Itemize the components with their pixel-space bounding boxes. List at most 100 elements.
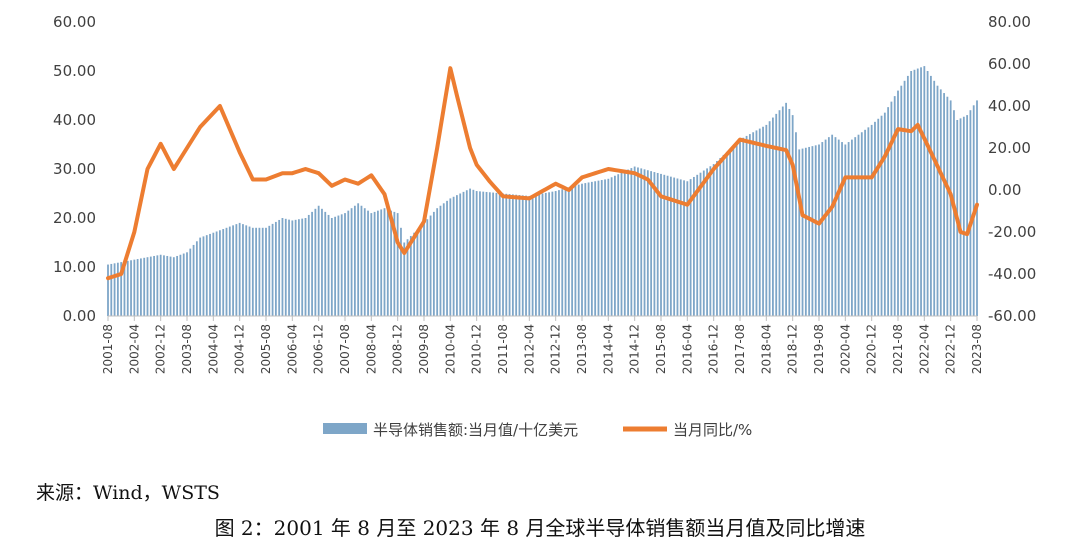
x-axis-tick-label: 2021-08 [891,324,905,374]
sales-bar [781,106,784,316]
sales-bar [535,194,537,316]
sales-bar [452,196,455,316]
sales-bar [459,193,462,316]
x-axis-tick-label: 2015-08 [654,324,668,374]
sales-bar [814,145,817,316]
sales-bar [949,100,952,317]
sales-bar [758,128,761,316]
sales-bar [340,214,343,316]
sales-bar [725,151,728,316]
sales-bar [804,147,807,316]
x-axis-tick-label: 2022-12 [944,324,958,374]
sales-bar [469,188,471,316]
sales-bar [913,69,916,316]
sales-bar [298,219,300,316]
sales-bar [130,260,132,316]
sales-bar [930,75,932,317]
sales-bar [380,209,383,316]
sales-bar [284,218,287,316]
sales-bar [242,224,244,317]
sales-bar [538,194,541,316]
sales-bar [449,198,452,316]
x-axis-tick-label: 2010-04 [443,324,457,374]
sales-bar [646,170,649,316]
sales-bar [633,166,636,316]
sales-bar [274,221,277,316]
x-axis-tick-label: 2019-08 [812,324,826,374]
sales-bar [939,89,942,317]
sales-bar [824,139,827,316]
sales-bar [390,210,392,316]
right-axis-tick-label: 40.00 [988,97,1031,115]
sales-bar [149,256,152,316]
x-axis-tick-label: 2013-08 [575,324,589,374]
sales-bar [630,168,633,316]
sales-bar [676,178,679,316]
sales-bar [893,96,896,316]
sales-bar [235,224,238,317]
sales-bar [265,227,267,316]
x-axis-tick-label: 2014-04 [601,324,615,374]
sales-bar [409,235,412,316]
sales-bar [722,154,725,316]
sales-bar [228,226,231,316]
sales-bar [251,227,254,316]
legend-line-label: 当月同比/% [673,421,752,439]
legend-bar-swatch [323,423,367,434]
sales-bar [745,135,748,316]
sales-bar [205,235,208,316]
sales-bar [363,208,366,316]
x-axis-tick-label: 2006-12 [312,324,326,374]
sales-bar [146,257,149,316]
sales-bar [762,126,764,317]
sales-bar [874,121,876,316]
sales-bar [238,222,241,316]
legend-bar-label: 半导体销售额:当月值/十亿美元 [373,421,578,439]
sales-bar [508,194,511,316]
sales-bar [525,195,527,316]
left-axis-tick-label: 60.00 [53,13,96,31]
sales-bar [518,195,521,316]
sales-bar [916,68,919,316]
sales-bar [906,75,909,317]
sales-bar [791,115,794,316]
sales-bar [367,210,369,316]
sales-bar [561,189,564,316]
sales-bar [637,167,639,316]
sales-bar [400,227,402,316]
sales-bar [327,214,330,316]
sales-bar [699,172,702,316]
sales-bar [321,208,323,316]
right-axis-tick-label: -20.00 [988,223,1036,241]
sales-bar [597,180,600,316]
sales-bar [192,244,195,316]
sales-bar [472,189,475,316]
sales-bar [291,220,294,316]
right-axis-tick-label: 0.00 [988,181,1021,199]
x-axis-tick-label: 2011-08 [496,324,510,374]
x-axis-tick-label: 2012-12 [549,324,563,374]
sales-bar [847,142,850,316]
sales-bar [140,258,142,316]
sales-bar [304,218,307,316]
sales-bar [393,211,396,317]
source-note: 来源：Wind，WSTS [36,482,220,504]
sales-bar [903,80,906,316]
sales-bar [166,255,169,316]
sales-bar [837,139,840,316]
sales-bar [462,191,465,316]
sales-bar [110,263,113,316]
sales-bar [416,229,419,316]
sales-bar [245,225,248,316]
sales-bar [317,205,320,316]
sales-bar [772,117,774,316]
sales-bar [742,137,745,316]
sales-bar [495,192,498,316]
x-axis-tick-label: 2004-04 [206,324,220,374]
sales-bar [679,179,682,316]
sales-bar [502,193,504,316]
sales-bar [831,134,834,316]
sales-bar [199,237,202,316]
sales-bar [179,254,182,316]
sales-bar [669,176,672,316]
